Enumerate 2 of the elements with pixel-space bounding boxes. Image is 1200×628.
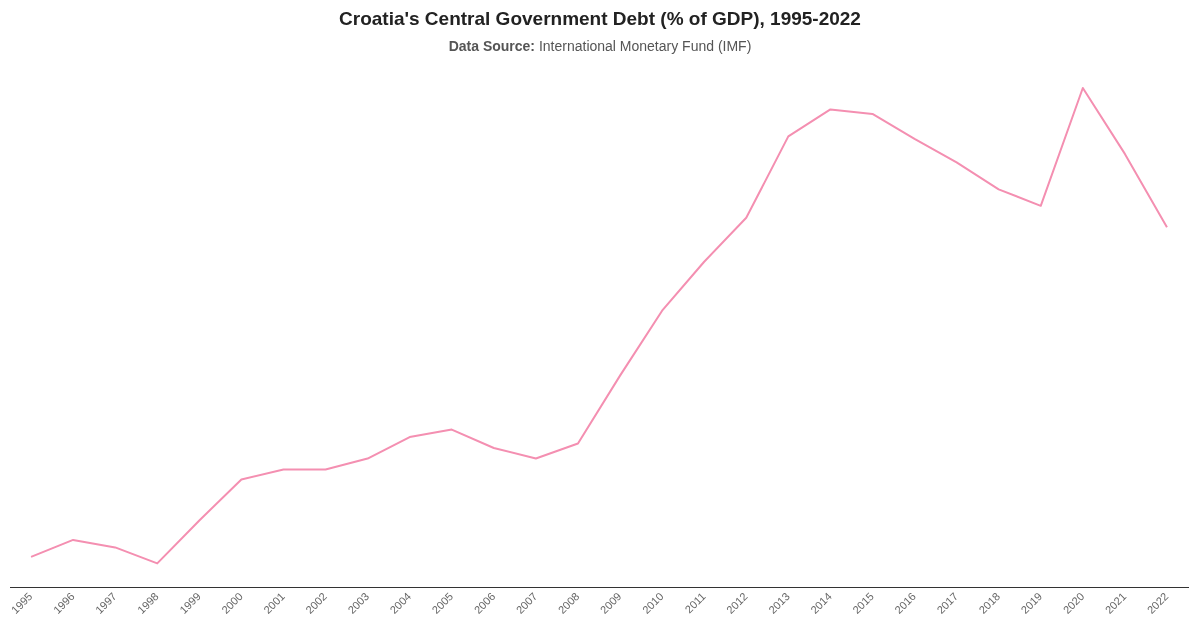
- chart-title: Croatia's Central Government Debt (% of GDP), 1995-2022: [338, 7, 862, 30]
- chart-subtitle: Data Source: International Monetary Fund (IMF): [448, 38, 752, 54]
